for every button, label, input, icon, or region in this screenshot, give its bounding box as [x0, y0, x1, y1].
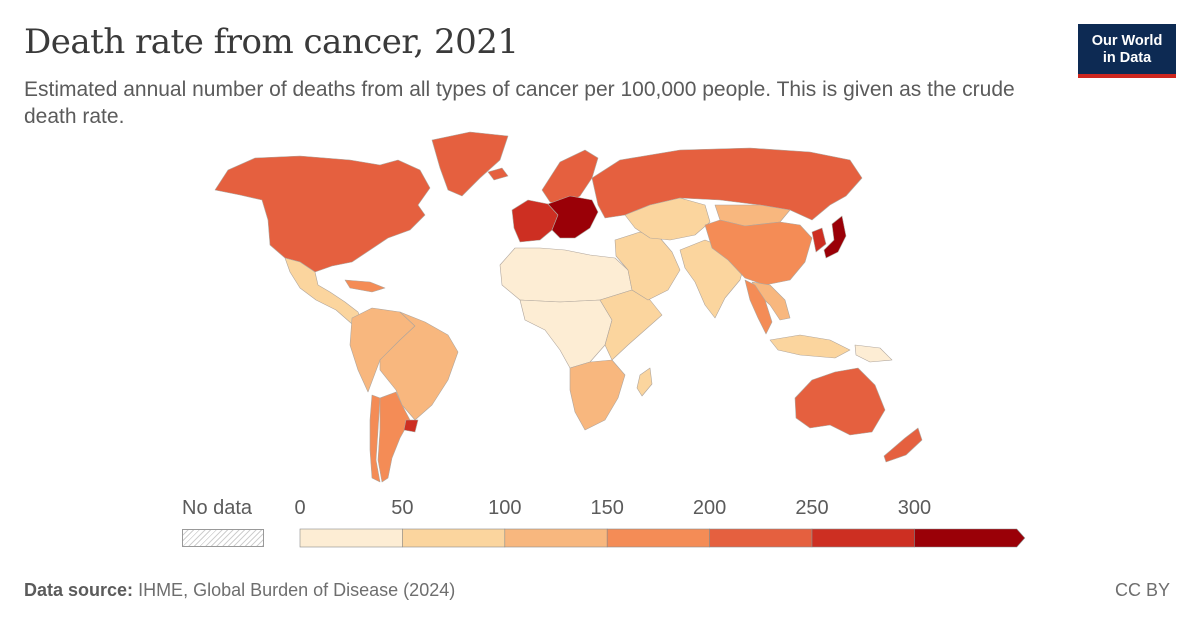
- data-source-label: Data source:: [24, 580, 134, 600]
- region-central-europe[interactable]: [547, 195, 599, 239]
- region-greenland[interactable]: [431, 131, 509, 197]
- logo-line-1: Our World: [1091, 33, 1163, 49]
- region-madagascar[interactable]: [636, 367, 653, 397]
- region-uruguay[interactable]: [403, 419, 419, 433]
- region-australia[interactable]: [794, 367, 886, 436]
- data-source-text[interactable]: IHME, Global Burden of Disease (2024): [138, 580, 456, 600]
- region-papua[interactable]: [854, 344, 893, 363]
- region-thailand[interactable]: [744, 279, 773, 335]
- region-sub-saharan-africa[interactable]: [519, 299, 613, 369]
- chart-subtitle: Estimated annual number of deaths from a…: [24, 78, 1015, 128]
- owid-logo[interactable]: Our World in Data: [1078, 24, 1176, 78]
- region-southern-africa[interactable]: [569, 359, 626, 431]
- region-chile[interactable]: [369, 394, 381, 483]
- license-link[interactable]: CC BY: [1114, 580, 1170, 600]
- logo-line-2: in Data: [1102, 50, 1152, 66]
- region-korea[interactable]: [811, 227, 827, 253]
- region-new-zealand[interactable]: [883, 427, 923, 463]
- chart-title: Death rate from cancer, 2021: [24, 22, 519, 62]
- region-japan[interactable]: [823, 215, 847, 259]
- region-north-america[interactable]: [214, 155, 431, 273]
- data-source: Data source: IHME, Global Burden of Dise…: [24, 580, 455, 601]
- region-central-asia[interactable]: [624, 197, 711, 241]
- region-indonesia[interactable]: [769, 334, 851, 359]
- region-argentina[interactable]: [377, 391, 411, 483]
- region-north-africa[interactable]: [499, 247, 633, 303]
- region-caribbean[interactable]: [344, 279, 386, 293]
- region-brazil[interactable]: [379, 311, 459, 421]
- region-china[interactable]: [704, 219, 813, 286]
- region-iceland[interactable]: [487, 167, 509, 181]
